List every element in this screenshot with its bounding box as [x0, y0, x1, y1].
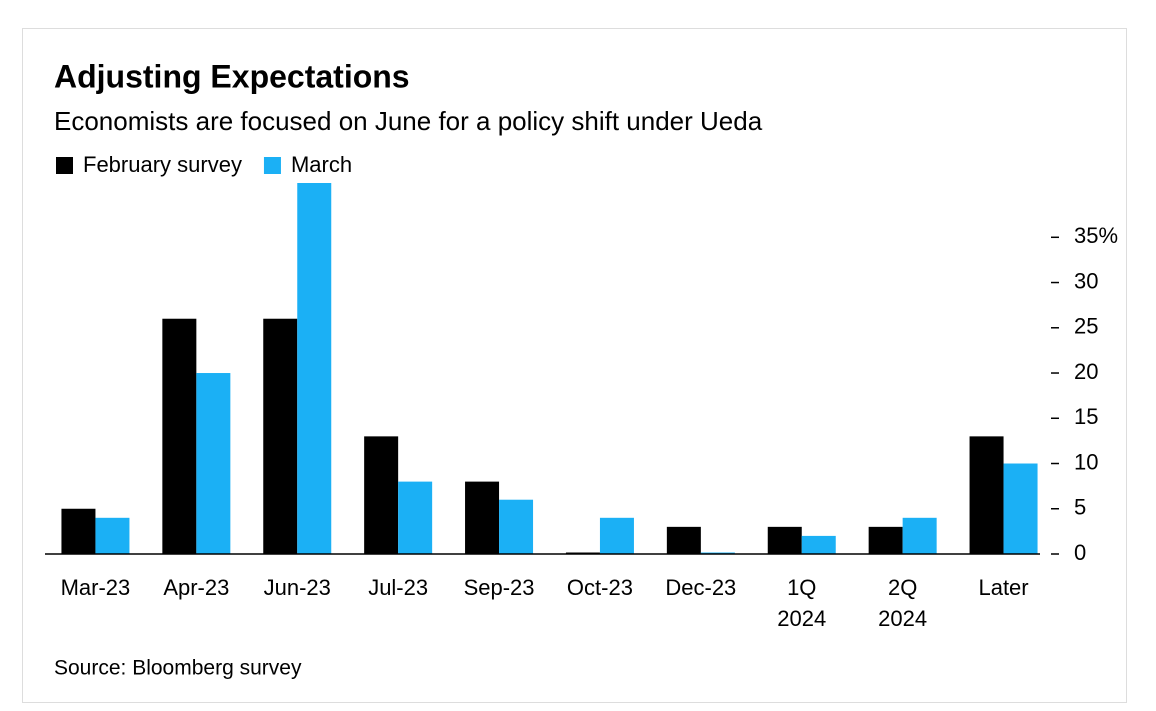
x-tick-label: Oct-23 [567, 575, 633, 600]
bar [499, 499, 534, 554]
bar [398, 481, 433, 554]
bar [902, 517, 937, 554]
y-tick-label: 5 [1074, 495, 1086, 520]
bar [297, 183, 332, 554]
bar [196, 373, 231, 554]
bar [162, 318, 197, 554]
y-tick-label: 0 [1074, 540, 1086, 565]
y-tick-label: 20 [1074, 359, 1098, 384]
bar [767, 526, 802, 554]
x-tick-label: Apr-23 [163, 575, 229, 600]
legend-swatch [263, 157, 281, 174]
chart-subtitle: Economists are focused on June for a pol… [54, 106, 763, 136]
x-tick-label: Mar-23 [61, 575, 131, 600]
source: Source: Bloomberg survey [54, 657, 302, 680]
bar [969, 436, 1004, 554]
y-tick-label: 25 [1074, 314, 1098, 339]
bar [599, 517, 634, 554]
bar [666, 526, 701, 554]
y-tick-label: 30 [1074, 268, 1098, 293]
y-tick-label: 15 [1074, 404, 1098, 429]
bar [263, 318, 298, 554]
x-tick-label: 2Q 2024 [878, 575, 927, 631]
x-tick-label: Later [978, 575, 1028, 600]
bar [61, 508, 96, 554]
x-tick-label: Jun-23 [264, 575, 331, 600]
y-tick-label: 35% [1074, 223, 1118, 248]
legend-label: March [291, 152, 352, 177]
bar [1003, 463, 1038, 554]
bar [364, 436, 399, 554]
chart-title: Adjusting Expectations [54, 58, 410, 94]
bar [801, 535, 836, 554]
legend-label: February survey [83, 152, 242, 177]
card [22, 28, 1127, 703]
x-tick-label: Dec-23 [665, 575, 736, 600]
bar [465, 481, 500, 554]
bar [868, 526, 903, 554]
x-tick-label: Sep-23 [464, 575, 535, 600]
bar [95, 517, 130, 554]
x-tick-label: 1Q 2024 [777, 575, 826, 631]
x-tick-label: Jul-23 [368, 575, 428, 600]
y-tick-label: 10 [1074, 449, 1098, 474]
legend-swatch [56, 157, 73, 174]
